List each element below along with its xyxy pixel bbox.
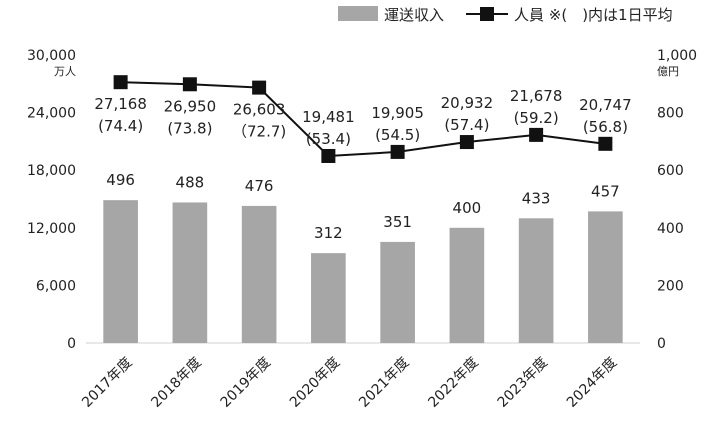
- y-left-tick-label: 6,000: [36, 278, 76, 294]
- bar-data-label: 351: [383, 213, 412, 231]
- x-tick-label: 2018年度: [148, 355, 204, 411]
- legend-line-label: 人員 ※( )内は1日平均: [514, 6, 673, 24]
- line-marker: [598, 136, 613, 151]
- y-right-tick-label: 0: [657, 336, 666, 352]
- line-data-label: 19,905: [371, 104, 424, 122]
- y-right-tick-label: 200: [657, 278, 684, 294]
- y-right-tick-label: 400: [657, 221, 684, 237]
- y-left-tick-label: 0: [67, 336, 76, 352]
- y-right-tick-label: 800: [657, 106, 684, 122]
- legend: 運送収入 人員 ※( )内は1日平均: [338, 6, 673, 24]
- line-marker: [459, 135, 474, 150]
- y-left-tick-label: 24,000: [27, 106, 76, 122]
- bar: [518, 218, 554, 343]
- line-daily-avg-label: (53.4): [306, 130, 351, 148]
- line-data-label: 19,481: [302, 108, 355, 126]
- line-marker: [182, 77, 197, 92]
- bar-data-label: 496: [106, 171, 135, 189]
- bar-data-label: 400: [453, 199, 482, 217]
- x-tick-label: 2021年度: [356, 355, 412, 411]
- bar-labels: 496 488 476 312 351 400 433 457: [106, 171, 619, 242]
- x-tick-label: 2019年度: [218, 355, 274, 411]
- line-marker: [252, 80, 267, 95]
- line-daily-avg-label: (57.4): [444, 116, 489, 134]
- line-series: [113, 75, 613, 163]
- bar: [241, 205, 277, 343]
- y-right-tick-label: 600: [657, 163, 684, 179]
- y-left-tick-label: 30,000: [27, 48, 76, 64]
- line-data-label: 27,168: [94, 95, 147, 113]
- bar-data-label: 433: [522, 189, 551, 207]
- line-labels: 27,168 (74.4) 26,950 (73.8) 26,603 （72.7) 19,4…: [94, 87, 631, 148]
- bar-data-label: 312: [314, 224, 343, 242]
- line-daily-avg-label: (54.5): [375, 126, 420, 144]
- x-tick-label: 2020年度: [287, 355, 343, 411]
- line-data-label: 26,950: [164, 97, 217, 115]
- line-marker: [113, 75, 128, 90]
- line-daily-avg-label: (56.8): [583, 118, 628, 136]
- x-tick-label: 2023年度: [495, 355, 551, 411]
- line-daily-avg-label: (73.8): [167, 119, 212, 137]
- line-data-label: 21,678: [510, 87, 563, 105]
- bar: [380, 241, 415, 343]
- y-left-tick-label: 12,000: [27, 221, 76, 237]
- line-marker: [390, 144, 405, 159]
- bar: [311, 253, 346, 343]
- x-tick-label: 2022年度: [425, 355, 481, 411]
- y-right-tick-label: 1,000: [657, 48, 697, 64]
- bar-data-label: 457: [591, 182, 620, 200]
- bar-data-label: 476: [245, 177, 274, 195]
- line-marker: [321, 148, 336, 163]
- x-tick-label: 2024年度: [564, 355, 620, 411]
- line-daily-avg-label: （72.7): [232, 123, 286, 141]
- bar: [103, 200, 138, 343]
- y-left-tick-label: 18,000: [27, 163, 76, 179]
- bars: [103, 200, 623, 343]
- line-path: [120, 81, 606, 158]
- line-daily-avg-label: (74.4): [98, 117, 143, 135]
- line-marker: [529, 127, 544, 142]
- line-daily-avg-label: (59.2): [514, 109, 559, 127]
- y-right-unit: 億円: [657, 65, 679, 78]
- line-data-label: 26,603: [233, 101, 286, 119]
- line-data-label: 20,747: [579, 96, 632, 114]
- x-tick-labels: 2017年度 2018年度 2019年度 2020年度 2021年度 2022年度 2023…: [79, 355, 620, 411]
- line-data-label: 20,932: [441, 94, 494, 112]
- bar: [588, 211, 623, 343]
- bar-data-label: 488: [176, 173, 205, 191]
- bar: [449, 227, 485, 343]
- x-tick-label: 2017年度: [79, 355, 135, 411]
- y-left-unit: 万人: [54, 65, 76, 78]
- legend-bar-swatch: [338, 6, 378, 21]
- legend-line-marker: [480, 7, 494, 21]
- legend-bar-label: 運送収入: [384, 6, 444, 24]
- bar: [172, 202, 208, 343]
